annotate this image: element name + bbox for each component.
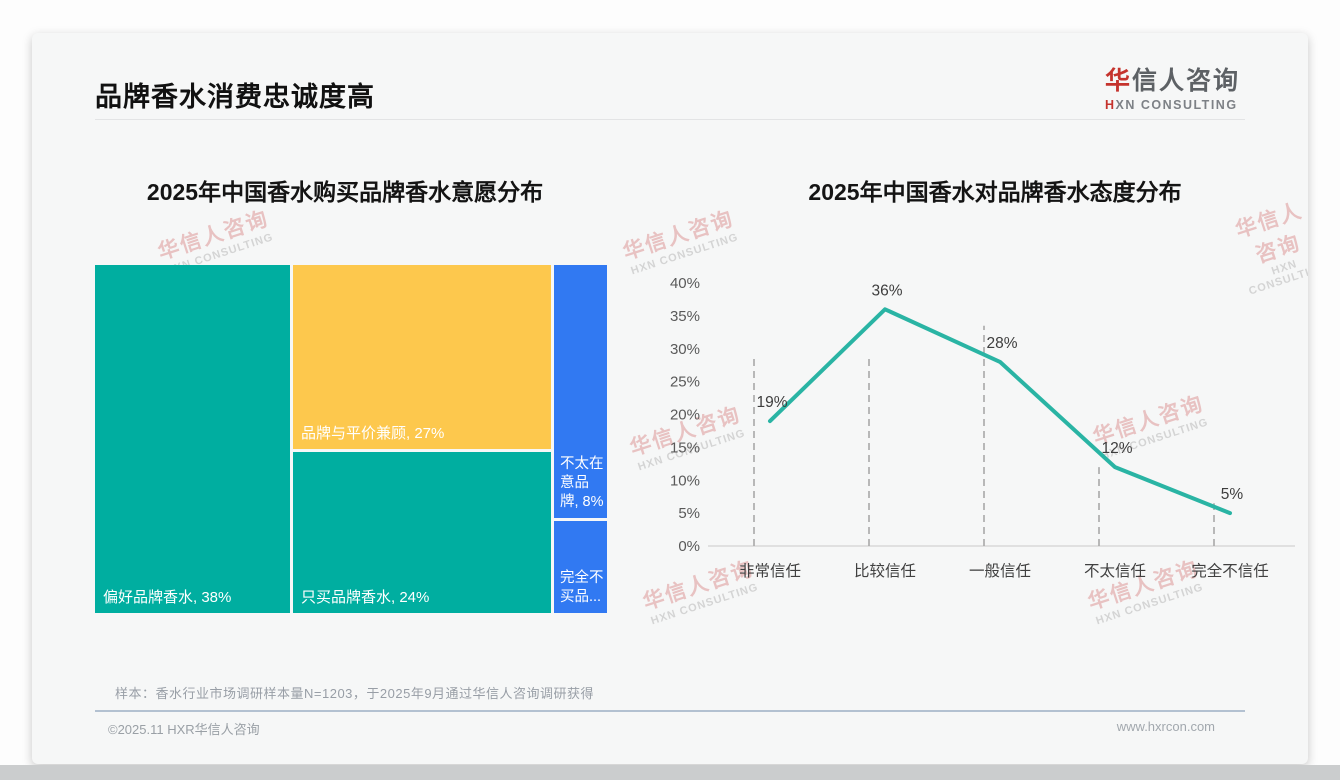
logo-cn-text: 华信人咨询 xyxy=(1105,61,1240,97)
point-label-12%: 12% xyxy=(1101,440,1132,457)
logo-cn-first: 华 xyxy=(1104,67,1132,95)
y-tick-15%: 15% xyxy=(670,439,700,456)
line-chart-title: 2025年中国香水对品牌香水态度分布 xyxy=(808,179,1182,205)
y-tick-30%: 30% xyxy=(670,341,700,358)
watermark-cn-text: 华信人咨询 xyxy=(620,207,737,265)
treemap-box-5: 完全不买品... xyxy=(554,521,607,613)
treemap-label-2: 品牌与平价兼顾, 27% xyxy=(301,424,445,442)
y-tick-25%: 25% xyxy=(670,374,700,391)
y-tick-0%: 0% xyxy=(678,538,700,555)
line-chart: 0% 5% 10% 15% 20% 25% 30% 35% 40% 19% 36% 28% 12% 5% 非… xyxy=(670,275,1295,580)
slide-card: 品牌香水消费忠诚度高 华信人咨询 HXN CONSULTING 华信人咨询 HXN… xyxy=(32,33,1308,764)
logo-en-rest: XN CONSULTING xyxy=(1115,98,1238,112)
treemap-chart: 偏好品牌香水, 38% 品牌与平价兼顾, 27% 只买品牌香水, 24% 不太在意品牌… xyxy=(95,265,607,613)
sample-note: 样本：香水行业市场调研样本量N=1203，于2025年9月通过华信人咨询调研获得 xyxy=(115,686,595,701)
point-label-36%: 36% xyxy=(871,282,902,299)
company-logo: 华信人咨询 HXN CONSULTING xyxy=(1105,61,1240,112)
point-label-28%: 28% xyxy=(986,335,1017,352)
point-label-19%: 19% xyxy=(756,394,787,411)
point-label-5%: 5% xyxy=(1221,486,1244,503)
x-category-2: 比较信任 xyxy=(854,562,916,580)
website-text: www.hxrcon.com xyxy=(1116,719,1215,734)
x-category-3: 一般信任 xyxy=(969,562,1031,580)
treemap-chart-title: 2025年中国香水购买品牌香水意愿分布 xyxy=(146,179,544,205)
title-divider xyxy=(95,119,1245,120)
y-tick-20%: 20% xyxy=(670,407,700,424)
treemap-label-4: 不太在意品牌, 8% xyxy=(560,456,604,511)
y-tick-35%: 35% xyxy=(670,308,700,325)
watermark-cn-text: 华信人咨询 xyxy=(155,207,272,265)
page-title: 品牌香水消费忠诚度高 xyxy=(95,82,375,112)
y-tick-10%: 10% xyxy=(670,472,700,489)
copyright-text: ©2025.11 HXR华信人咨询 xyxy=(108,722,260,737)
page-bottom-strip xyxy=(0,765,1340,780)
logo-en-first: H xyxy=(1104,98,1116,112)
trust-line-series xyxy=(768,307,1232,516)
footer-divider xyxy=(95,710,1245,712)
y-tick-40%: 40% xyxy=(670,275,700,292)
x-category-4: 不太信任 xyxy=(1084,562,1146,580)
treemap-box-2: 品牌与平价兼顾, 27% xyxy=(293,265,551,449)
x-category-1: 非常信任 xyxy=(739,562,801,580)
treemap-label-5: 完全不买品... xyxy=(560,570,604,606)
treemap-box-1: 偏好品牌香水, 38% xyxy=(95,265,290,613)
y-tick-5%: 5% xyxy=(678,505,700,522)
treemap-box-3: 只买品牌香水, 24% xyxy=(293,452,551,613)
treemap-label-1: 偏好品牌香水, 38% xyxy=(103,588,232,606)
treemap-box-4: 不太在意品牌, 8% xyxy=(554,265,607,518)
logo-cn-rest: 信人咨询 xyxy=(1131,67,1240,95)
logo-en-text: HXN CONSULTING xyxy=(1105,98,1240,112)
treemap-label-3: 只买品牌香水, 24% xyxy=(301,588,430,606)
x-category-5: 完全不信任 xyxy=(1191,562,1269,580)
